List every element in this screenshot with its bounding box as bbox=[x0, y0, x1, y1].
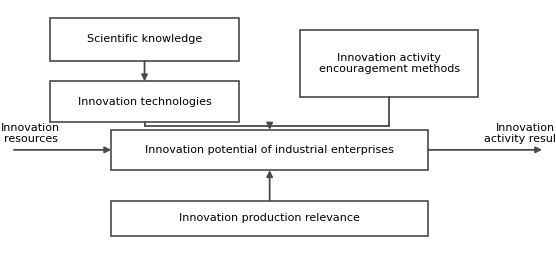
FancyBboxPatch shape bbox=[50, 81, 239, 122]
Text: Innovation
activity results: Innovation activity results bbox=[484, 122, 556, 144]
FancyBboxPatch shape bbox=[111, 130, 428, 170]
Text: Innovation activity
encouragement methods: Innovation activity encouragement method… bbox=[319, 53, 460, 74]
Text: Innovation technologies: Innovation technologies bbox=[78, 97, 211, 107]
FancyBboxPatch shape bbox=[300, 30, 478, 97]
FancyBboxPatch shape bbox=[111, 201, 428, 236]
Text: Innovation
resources: Innovation resources bbox=[1, 122, 60, 144]
Text: Scientific knowledge: Scientific knowledge bbox=[87, 34, 202, 44]
Text: Innovation production relevance: Innovation production relevance bbox=[179, 213, 360, 224]
Text: Innovation potential of industrial enterprises: Innovation potential of industrial enter… bbox=[145, 145, 394, 155]
FancyBboxPatch shape bbox=[50, 18, 239, 61]
